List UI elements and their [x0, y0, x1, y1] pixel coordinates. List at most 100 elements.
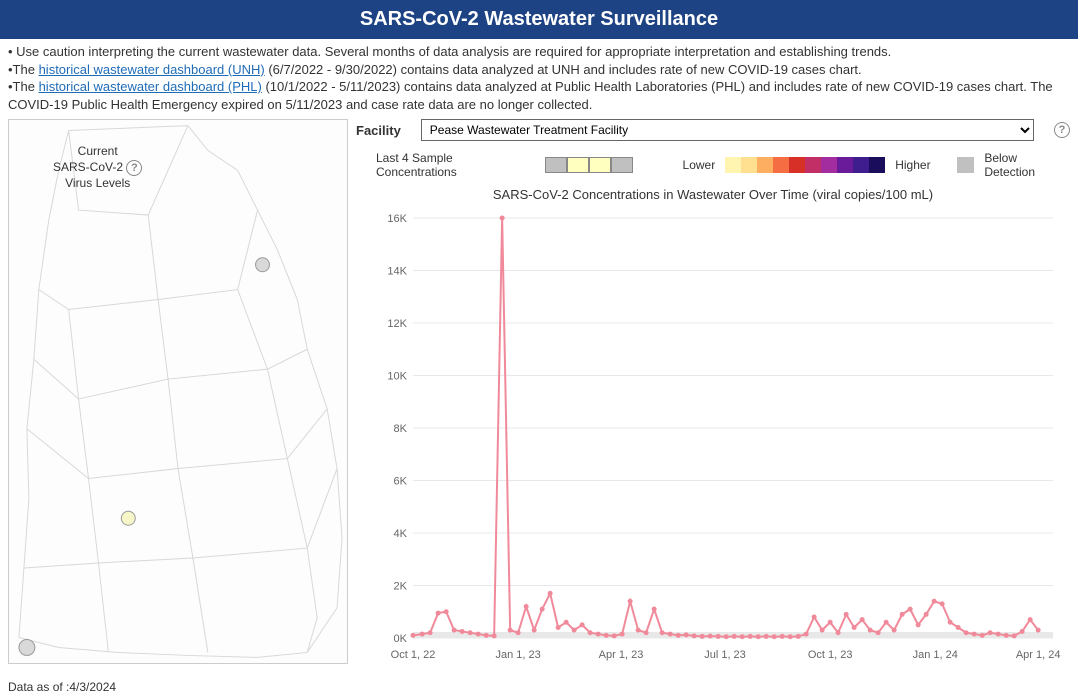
chart-point[interactable] — [1036, 628, 1041, 633]
chart-point[interactable] — [796, 634, 801, 639]
chart-point[interactable] — [812, 615, 817, 620]
chart-point[interactable] — [1020, 629, 1025, 634]
help-icon[interactable]: ? — [1054, 122, 1070, 138]
chart-point[interactable] — [756, 634, 761, 639]
note-line-1: • Use caution interpreting the current w… — [8, 43, 1070, 61]
chart-point[interactable] — [860, 617, 865, 622]
chart-point[interactable] — [644, 630, 649, 635]
link-phl-dashboard[interactable]: historical wastewater dashboard (PHL) — [39, 79, 262, 94]
chart-point[interactable] — [900, 612, 905, 617]
chart-point[interactable] — [548, 591, 553, 596]
chart-point[interactable] — [804, 632, 809, 637]
chart-point[interactable] — [484, 633, 489, 638]
chart-point[interactable] — [724, 634, 729, 639]
chart-point[interactable] — [788, 634, 793, 639]
map-svg[interactable] — [9, 120, 347, 663]
chart-point[interactable] — [420, 632, 425, 637]
chart-point[interactable] — [684, 633, 689, 638]
chart-point[interactable] — [676, 633, 681, 638]
chart-point[interactable] — [508, 628, 513, 633]
chart-point[interactable] — [772, 634, 777, 639]
map-facility-point[interactable] — [256, 258, 270, 272]
chart-point[interactable] — [580, 623, 585, 628]
map-facility-point[interactable] — [121, 511, 135, 525]
chart-point[interactable] — [908, 607, 913, 612]
concentration-chart[interactable]: 0K2K4K6K8K10K12K14K16KOct 1, 22Jan 1, 23… — [356, 208, 1070, 668]
chart-point[interactable] — [876, 630, 881, 635]
chart-point[interactable] — [700, 634, 705, 639]
chart-point[interactable] — [740, 634, 745, 639]
chart-point[interactable] — [444, 609, 449, 614]
chart-point[interactable] — [532, 628, 537, 633]
svg-text:Apr 1, 24: Apr 1, 24 — [1016, 649, 1061, 661]
chart-point[interactable] — [636, 628, 641, 633]
chart-point[interactable] — [852, 625, 857, 630]
chart-point[interactable] — [932, 599, 937, 604]
chart-point[interactable] — [516, 630, 521, 635]
chart-point[interactable] — [556, 625, 561, 630]
chart-point[interactable] — [956, 625, 961, 630]
chart-point[interactable] — [500, 216, 505, 221]
chart-point[interactable] — [476, 632, 481, 637]
chart-point[interactable] — [1004, 633, 1009, 638]
chart-point[interactable] — [964, 630, 969, 635]
chart-point[interactable] — [764, 634, 769, 639]
chart-point[interactable] — [836, 630, 841, 635]
samples-label: Last 4 Sample Concentrations — [376, 151, 535, 179]
map-facility-point[interactable] — [19, 640, 35, 656]
help-icon[interactable]: ? — [126, 160, 142, 176]
facility-select[interactable]: Pease Wastewater Treatment Facility — [421, 119, 1034, 141]
chart-point[interactable] — [572, 628, 577, 633]
chart-point[interactable] — [924, 612, 929, 617]
chart-point[interactable] — [428, 630, 433, 635]
chart-point[interactable] — [492, 634, 497, 639]
chart-point[interactable] — [588, 630, 593, 635]
chart-point[interactable] — [1028, 617, 1033, 622]
svg-text:14K: 14K — [387, 266, 407, 278]
chart-point[interactable] — [828, 620, 833, 625]
map-title: Current SARS-CoV-2 ? Virus Levels — [53, 144, 142, 191]
chart-point[interactable] — [524, 604, 529, 609]
chart-point[interactable] — [980, 633, 985, 638]
map-title-l1: Current — [78, 144, 118, 158]
svg-text:8K: 8K — [394, 423, 408, 435]
chart-point[interactable] — [436, 611, 441, 616]
chart-point[interactable] — [660, 630, 665, 635]
chart-point[interactable] — [411, 633, 416, 638]
chart-point[interactable] — [996, 632, 1001, 637]
chart-point[interactable] — [972, 632, 977, 637]
chart-point[interactable] — [708, 634, 713, 639]
gradient-cell — [789, 157, 805, 173]
chart-point[interactable] — [948, 620, 953, 625]
chart-point[interactable] — [452, 628, 457, 633]
chart-point[interactable] — [460, 629, 465, 634]
data-asof: Data as of :4/3/2024 — [0, 676, 1078, 698]
chart-point[interactable] — [628, 599, 633, 604]
svg-text:Jan 1, 23: Jan 1, 23 — [496, 649, 541, 661]
chart-point[interactable] — [780, 634, 785, 639]
below-detection-box — [957, 157, 975, 173]
chart-point[interactable] — [940, 602, 945, 607]
chart-point[interactable] — [692, 634, 697, 639]
chart-point[interactable] — [612, 634, 617, 639]
chart-point[interactable] — [820, 628, 825, 633]
chart-point[interactable] — [620, 632, 625, 637]
chart-point[interactable] — [884, 620, 889, 625]
chart-point[interactable] — [564, 620, 569, 625]
chart-point[interactable] — [892, 628, 897, 633]
chart-point[interactable] — [716, 634, 721, 639]
chart-point[interactable] — [668, 632, 673, 637]
chart-point[interactable] — [988, 630, 993, 635]
chart-point[interactable] — [540, 607, 545, 612]
chart-point[interactable] — [468, 630, 473, 635]
chart-point[interactable] — [596, 632, 601, 637]
chart-point[interactable] — [652, 607, 657, 612]
chart-point[interactable] — [1012, 634, 1017, 639]
chart-point[interactable] — [732, 634, 737, 639]
chart-point[interactable] — [844, 612, 849, 617]
link-unh-dashboard[interactable]: historical wastewater dashboard (UNH) — [39, 62, 265, 77]
chart-point[interactable] — [868, 628, 873, 633]
chart-point[interactable] — [916, 623, 921, 628]
chart-point[interactable] — [604, 633, 609, 638]
chart-point[interactable] — [748, 634, 753, 639]
